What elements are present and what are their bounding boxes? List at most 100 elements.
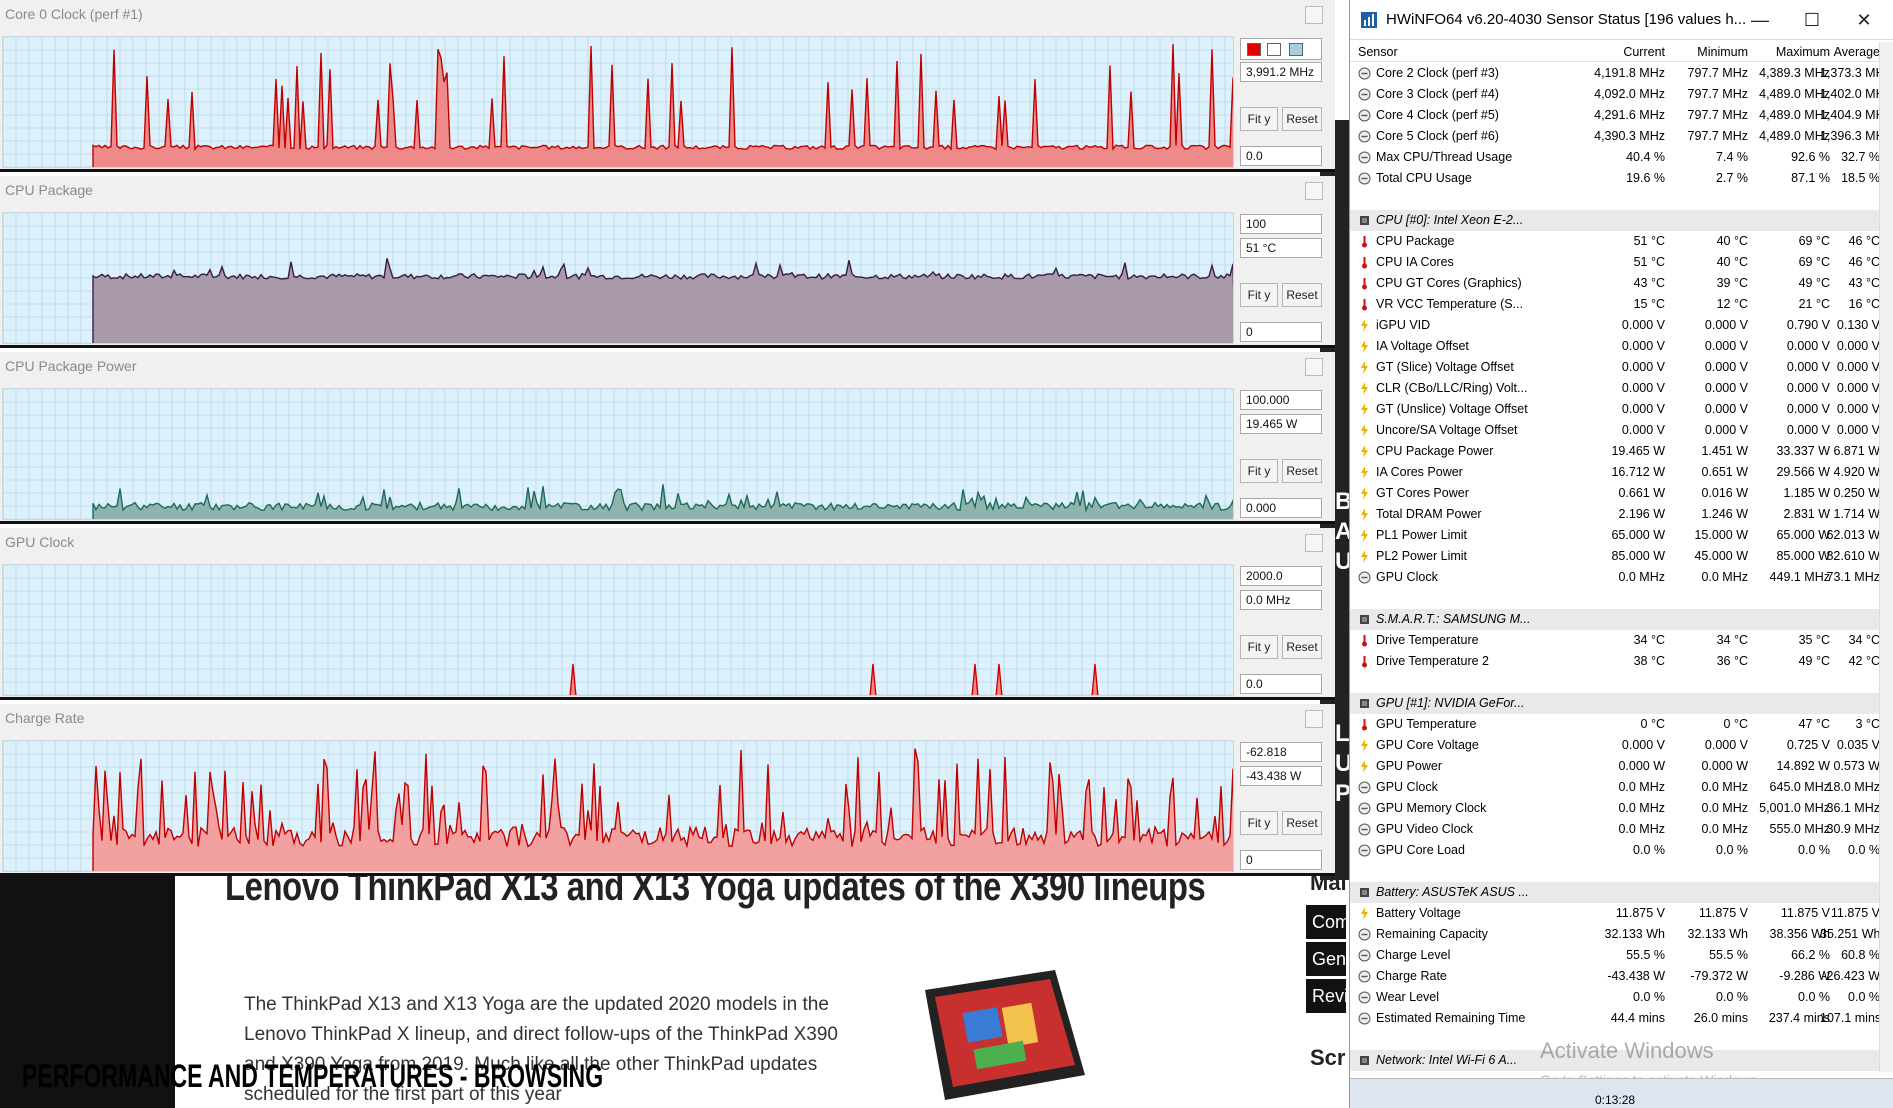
sensor-row[interactable]: GPU Clock 0.0 MHz 0.0 MHz 645.0 MHz 18.0 MHz: [1350, 777, 1880, 798]
sensor-row[interactable]: GPU Core Voltage 0.000 V 0.000 V 0.725 V 0.0…: [1350, 735, 1880, 756]
sensor-row[interactable]: CPU GT Cores (Graphics) 43 °C 39 °C 49 °C 43…: [1350, 273, 1880, 294]
sensor-row[interactable]: CPU Package 51 °C 40 °C 69 °C 46 °C: [1350, 231, 1880, 252]
reset-button[interactable]: Reset: [1282, 459, 1322, 483]
fit-y-button[interactable]: Fit y: [1240, 635, 1278, 659]
column-header-minimum[interactable]: Minimum: [1697, 45, 1748, 59]
graph-max-field[interactable]: -62.818: [1240, 742, 1322, 762]
reset-button[interactable]: Reset: [1282, 635, 1322, 659]
color-swatch[interactable]: [1267, 43, 1281, 56]
sensor-row[interactable]: Estimated Remaining Time 44.4 mins 26.0 mi…: [1350, 1008, 1881, 1029]
sensor-group-header[interactable]: Network: Intel Wi-Fi 6 A...: [1350, 1050, 1880, 1071]
sensor-row[interactable]: GPU Video Clock 0.0 MHz 0.0 MHz 555.0 MHz 30…: [1350, 819, 1880, 840]
graph-panel[interactable]: GPU Clock 2000.0 0.0 MHz Fit y Reset 0.0: [0, 528, 1335, 700]
maximize-button[interactable]: ☐: [1803, 10, 1821, 30]
graph-title: Core 0 Clock (perf #1): [5, 6, 143, 22]
sensor-row[interactable]: Max CPU/Thread Usage 40.4 % 7.4 % 92.6 % 32.…: [1350, 147, 1880, 168]
close-button[interactable]: ✕: [1856, 10, 1872, 30]
hwinfo-sensor-window[interactable]: HWiNFO64 v6.20-4030 Sensor Status [196 v…: [1349, 0, 1893, 1108]
sensor-row[interactable]: Remaining Capacity 32.133 Wh 32.133 Wh 38.3…: [1350, 924, 1880, 945]
sensor-row[interactable]: Drive Temperature 34 °C 34 °C 35 °C 34 °C: [1350, 630, 1880, 651]
graph-max-field[interactable]: 2000.0: [1240, 566, 1322, 586]
graph-max-field[interactable]: 100.000: [1240, 390, 1322, 410]
lightning-icon: [1361, 550, 1368, 563]
graph-series-area: [92, 484, 1233, 519]
sensor-row[interactable]: iGPU VID 0.000 V 0.000 V 0.790 V 0.130 V: [1350, 315, 1880, 336]
graph-close-button[interactable]: [1305, 358, 1323, 376]
fit-y-button[interactable]: Fit y: [1240, 811, 1278, 835]
graph-panel[interactable]: CPU Package 100 51 °C Fit y Reset 0: [0, 176, 1335, 348]
fit-y-button[interactable]: Fit y: [1240, 107, 1278, 131]
sensor-row[interactable]: GPU Temperature 0 °C 0 °C 47 °C 3 °C: [1350, 714, 1880, 735]
sensor-row[interactable]: GPU Power 0.000 W 0.000 W 14.892 W 0.573 W: [1350, 756, 1880, 777]
graph-panel[interactable]: Charge Rate -62.818 -43.438 W Fit y Reset 0: [0, 704, 1335, 876]
minimize-button[interactable]: —: [1751, 10, 1769, 30]
sensor-row[interactable]: GPU Clock 0.0 MHz 0.0 MHz 449.1 MHz 73.1 MHz: [1350, 567, 1880, 588]
fit-y-button[interactable]: Fit y: [1240, 283, 1278, 307]
sensor-row[interactable]: CLR (CBo/LLC/Ring) Volt... 0.000 V 0.000 V…: [1350, 378, 1880, 399]
reset-button[interactable]: Reset: [1282, 283, 1322, 307]
sensor-row[interactable]: IA Cores Power 16.712 W 0.651 W 29.566 W 4.9…: [1350, 462, 1880, 483]
sensor-row[interactable]: Uncore/SA Voltage Offset 0.000 V 0.000 V 0.…: [1350, 420, 1880, 441]
sensor-name: Battery Voltage: [1376, 906, 1461, 920]
graph-min-field[interactable]: 0: [1240, 850, 1322, 870]
sensor-group-header[interactable]: Battery: ASUSTeK ASUS ...: [1350, 882, 1880, 903]
sensor-row[interactable]: Core 2 Clock (perf #3) 4,191.8 MHz 797.7 M…: [1350, 63, 1891, 84]
graph-panel[interactable]: Core 0 Clock (perf #1) 3,991.2 MHz Fit y Re…: [0, 0, 1335, 172]
graph-grid: [3, 565, 1233, 695]
graph-close-button[interactable]: [1305, 710, 1323, 728]
sensor-row[interactable]: GPU Memory Clock 0.0 MHz 0.0 MHz 5,001.0 MH…: [1350, 798, 1880, 819]
graph-min-field[interactable]: 0.000: [1240, 498, 1322, 518]
sensor-row[interactable]: CPU Package Power 19.465 W 1.451 W 33.337 W…: [1350, 441, 1880, 462]
sensor-row[interactable]: Core 5 Clock (perf #6) 4,390.3 MHz 797.7 M…: [1350, 126, 1891, 147]
sensor-group-header[interactable]: CPU [#0]: Intel Xeon E-2...: [1350, 210, 1880, 231]
color-swatch[interactable]: [1289, 43, 1303, 56]
sensor-group-header[interactable]: S.M.A.R.T.: SAMSUNG M...: [1350, 609, 1880, 630]
graph-color-picker[interactable]: [1240, 38, 1322, 60]
sensor-row[interactable]: GPU Core Load 0.0 % 0.0 % 0.0 % 0.0 %: [1350, 840, 1880, 861]
vertical-scrollbar[interactable]: [1879, 42, 1893, 1072]
sensor-row[interactable]: Total CPU Usage 19.6 % 2.7 % 87.1 % 18.5 %: [1350, 168, 1880, 189]
sensor-group-header[interactable]: GPU [#1]: NVIDIA GeFor...: [1350, 693, 1880, 714]
sidebar-category-button[interactable]: Revi: [1306, 979, 1346, 1013]
column-header-sensor[interactable]: Sensor: [1358, 45, 1398, 59]
sensor-value-min: 0.0 MHz: [1701, 801, 1748, 815]
sensor-name: GPU Memory Clock: [1376, 801, 1487, 815]
window-titlebar[interactable]: HWiNFO64 v6.20-4030 Sensor Status [196 v…: [1350, 0, 1893, 40]
sensor-row[interactable]: Wear Level 0.0 % 0.0 % 0.0 % 0.0 %: [1350, 987, 1880, 1008]
sensor-row[interactable]: VR VCC Temperature (S... 15 °C 12 °C 21 °C 1…: [1350, 294, 1880, 315]
sidebar-category-button[interactable]: Com: [1306, 905, 1346, 939]
sidebar-category-button[interactable]: Gen: [1306, 942, 1346, 976]
column-header-maximum[interactable]: Maximum: [1775, 45, 1830, 59]
sensor-row[interactable]: Total DRAM Power 2.196 W 1.246 W 2.831 W 1.7…: [1350, 504, 1880, 525]
graph-close-button[interactable]: [1305, 6, 1323, 24]
sensor-row[interactable]: Charge Rate -43.438 W -79.372 W -9.286 W -26…: [1350, 966, 1880, 987]
graph-min-field[interactable]: 0.0: [1240, 146, 1322, 166]
graph-panel[interactable]: CPU Package Power 100.000 19.465 W Fit y Res…: [0, 352, 1335, 524]
sensor-value-cur: -43.438 W: [1607, 969, 1665, 983]
sensor-row[interactable]: Charge Level 55.5 % 55.5 % 66.2 % 60.8 %: [1350, 945, 1880, 966]
graph-min-field[interactable]: 0: [1240, 322, 1322, 342]
graph-close-button[interactable]: [1305, 534, 1323, 552]
sensor-row[interactable]: Core 3 Clock (perf #4) 4,092.0 MHz 797.7 M…: [1350, 84, 1891, 105]
graph-min-field[interactable]: 0.0: [1240, 674, 1322, 694]
sensor-row[interactable]: GT (Slice) Voltage Offset 0.000 V 0.000 V 0…: [1350, 357, 1880, 378]
color-swatch[interactable]: [1247, 43, 1261, 56]
sensor-row[interactable]: GT (Unslice) Voltage Offset 0.000 V 0.000 …: [1350, 399, 1880, 420]
sensor-row[interactable]: Core 4 Clock (perf #5) 4,291.6 MHz 797.7 M…: [1350, 105, 1891, 126]
sensor-value-min: 1.246 W: [1701, 507, 1748, 521]
sensor-row[interactable]: GT Cores Power 0.661 W 0.016 W 1.185 W 0.250…: [1350, 483, 1880, 504]
sensor-row[interactable]: CPU IA Cores 51 °C 40 °C 69 °C 46 °C: [1350, 252, 1880, 273]
column-header-current[interactable]: Current: [1623, 45, 1665, 59]
column-header-average[interactable]: Average: [1833, 45, 1880, 59]
reset-button[interactable]: Reset: [1282, 811, 1322, 835]
sensor-value-min: 55.5 %: [1709, 948, 1748, 962]
reset-button[interactable]: Reset: [1282, 107, 1322, 131]
graph-close-button[interactable]: [1305, 182, 1323, 200]
sensor-row[interactable]: Drive Temperature 2 38 °C 36 °C 49 °C 42 °C: [1350, 651, 1880, 672]
sensor-row[interactable]: IA Voltage Offset 0.000 V 0.000 V 0.000 V 0.…: [1350, 336, 1880, 357]
fit-y-button[interactable]: Fit y: [1240, 459, 1278, 483]
graph-max-field[interactable]: 100: [1240, 214, 1322, 234]
